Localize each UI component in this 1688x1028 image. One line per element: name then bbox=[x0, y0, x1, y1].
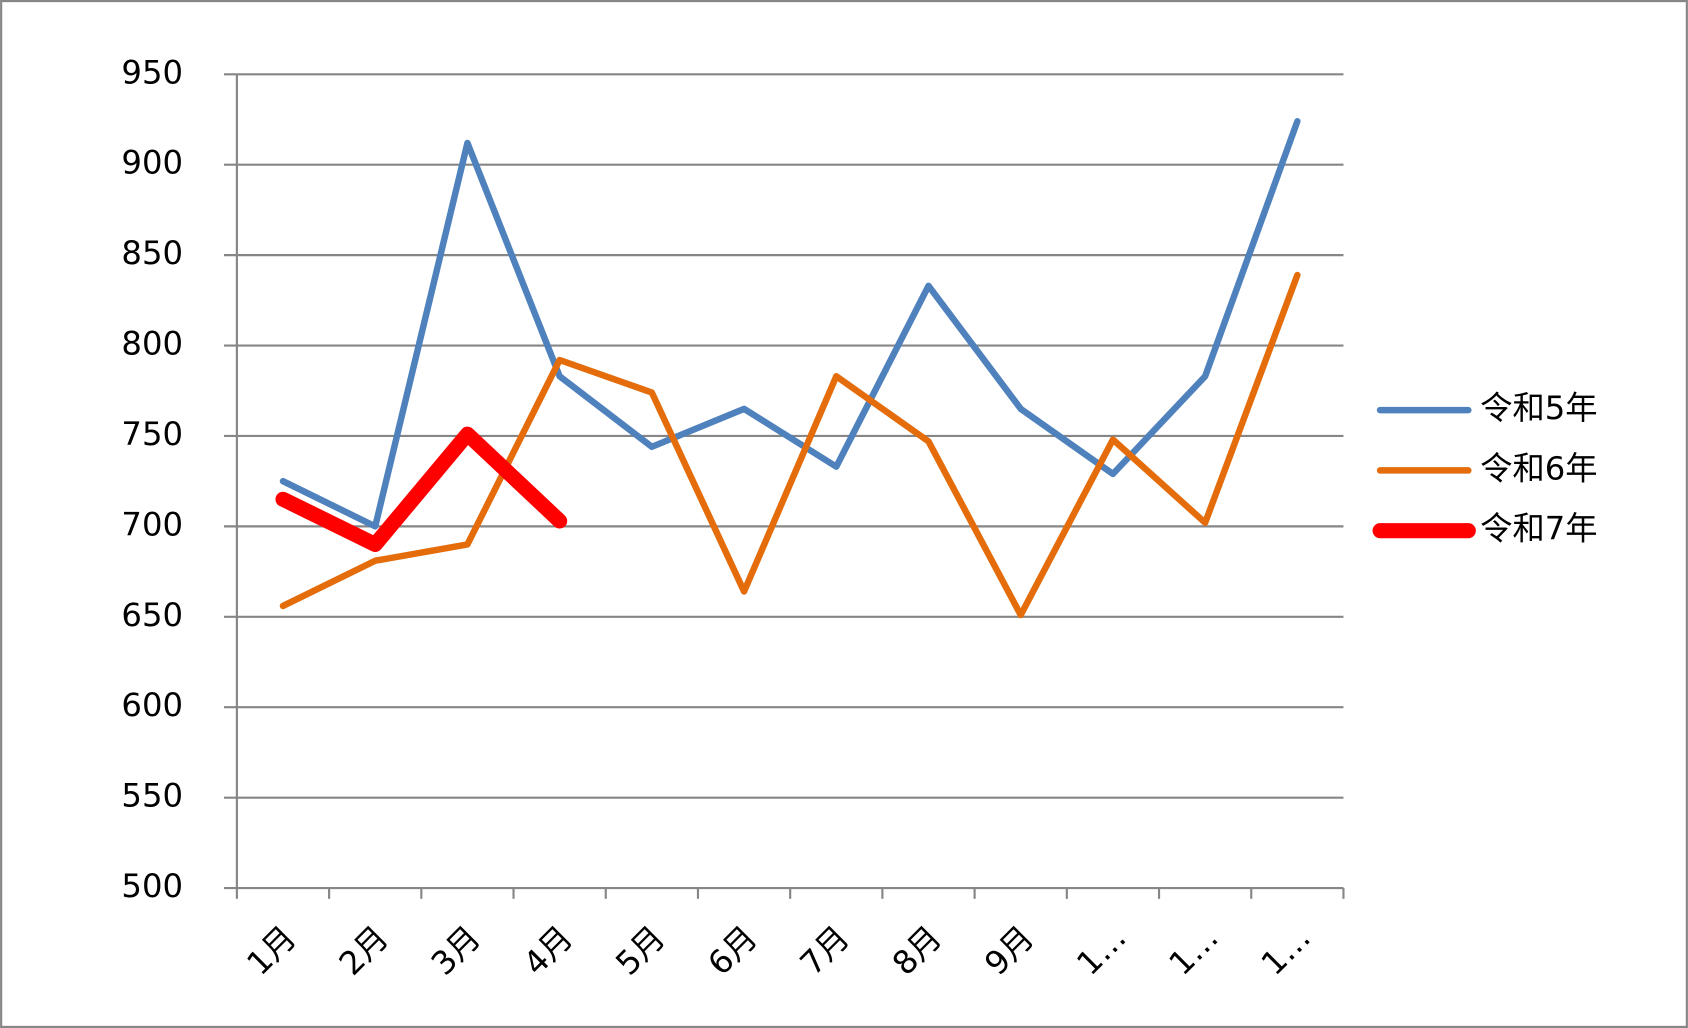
y-tick-label: 550 bbox=[121, 777, 183, 815]
legend-label: 令和7年 bbox=[1480, 510, 1597, 548]
legend-label: 令和6年 bbox=[1480, 449, 1597, 487]
y-tick-label: 750 bbox=[121, 415, 183, 453]
series-line bbox=[279, 271, 1301, 619]
y-tick-label: 950 bbox=[121, 53, 183, 91]
y-tick-label: 650 bbox=[121, 596, 183, 634]
legend-label: 令和5年 bbox=[1480, 389, 1597, 427]
y-tick-label: 850 bbox=[121, 234, 183, 272]
y-tick-label: 900 bbox=[121, 144, 183, 182]
y-tick-label: 600 bbox=[121, 686, 183, 724]
y-tick-label: 700 bbox=[121, 505, 183, 543]
series-line bbox=[275, 426, 568, 552]
y-tick-label: 800 bbox=[121, 325, 183, 363]
y-tick-label: 500 bbox=[121, 867, 183, 905]
